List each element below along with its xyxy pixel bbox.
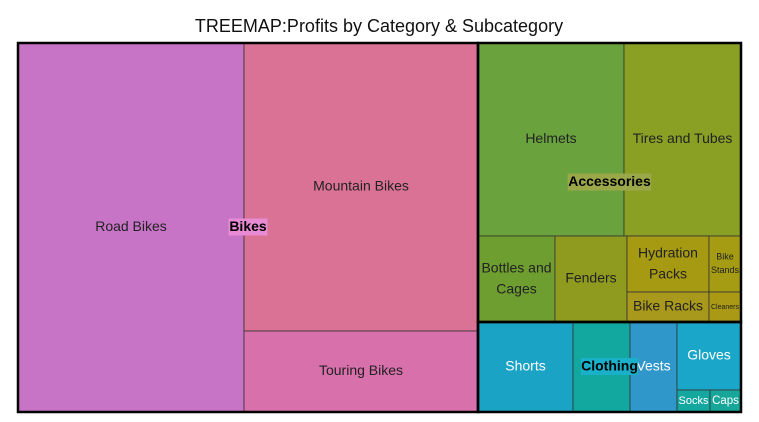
cell-label: Road Bikes <box>95 218 167 234</box>
group-label-bg <box>567 173 652 191</box>
cell-label: Bottles and Cages <box>481 259 551 296</box>
treemap-cell <box>477 235 556 323</box>
treemap-cell <box>626 291 710 323</box>
treemap-cell <box>708 291 742 323</box>
group-label-bg <box>228 218 268 236</box>
group-label-bg <box>580 358 639 375</box>
cell-label: Helmets <box>525 130 576 146</box>
cell-label: Shorts <box>505 358 545 374</box>
treemap-cell <box>708 235 742 293</box>
cell-label: Socks <box>679 395 709 407</box>
cell-label: Bike Racks <box>633 298 703 314</box>
cell-label: Fenders <box>565 270 616 286</box>
cell-label: Mountain Bikes <box>313 178 409 194</box>
group-label: Clothing <box>581 358 638 374</box>
cell-label: Gloves <box>687 347 731 363</box>
cell-label: Tires and Tubes <box>633 130 733 146</box>
group-border <box>476 320 743 414</box>
cell-label: Cleaners <box>711 304 740 311</box>
treemap-cell <box>243 330 479 413</box>
cell-label: Bike Stands <box>711 252 740 276</box>
cell-label: Touring Bikes <box>319 362 403 378</box>
chart-title: TREEMAP:Profits by Category & Subcategor… <box>195 16 563 36</box>
treemap-cell <box>477 321 574 413</box>
group-label: Accessories <box>568 173 651 189</box>
group-label: Bikes <box>229 218 267 234</box>
cell-label: Caps <box>712 395 739 407</box>
treemap-cell <box>676 321 742 391</box>
treemap-cell <box>17 42 245 413</box>
cell-label: Vests <box>636 358 670 374</box>
treemap-cell <box>477 42 625 237</box>
cell-label: Hydration Packs <box>638 244 698 281</box>
treemap-cell <box>554 235 628 323</box>
